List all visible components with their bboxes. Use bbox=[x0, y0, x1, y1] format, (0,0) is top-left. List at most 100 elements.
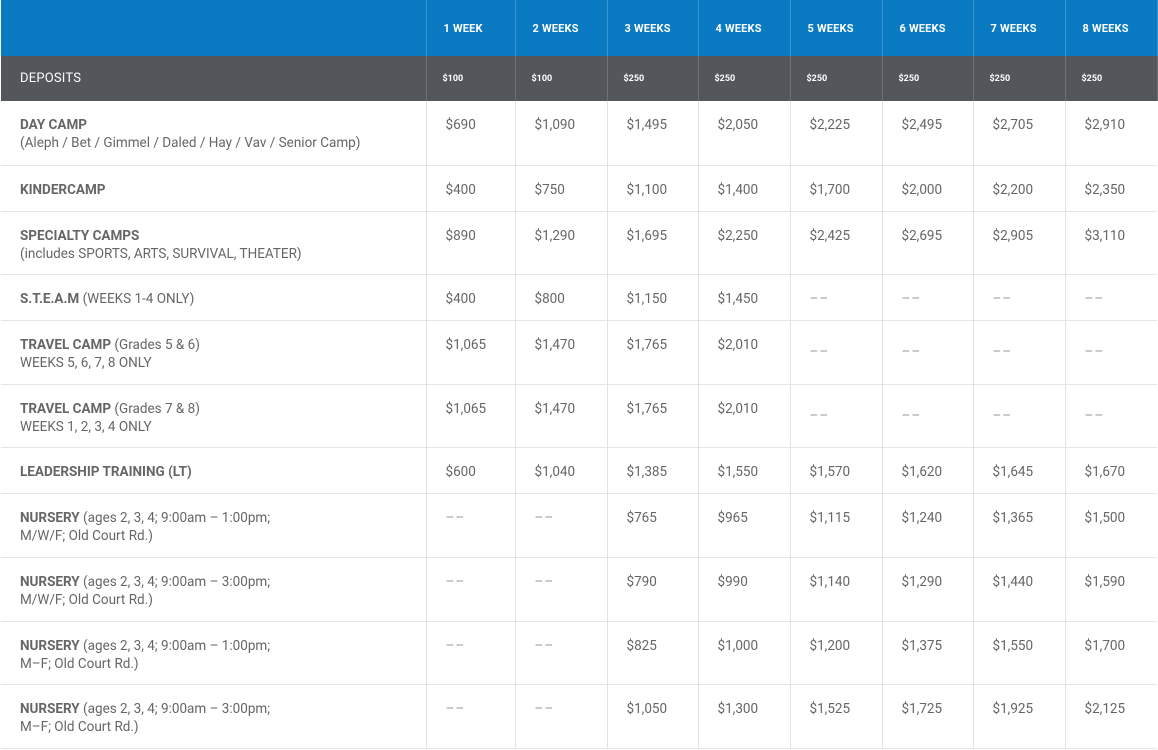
week-header: 7 WEEKS bbox=[973, 0, 1066, 56]
program-details: (ages 2, 3, 4; 9:00am – 3:00pm; bbox=[79, 573, 271, 590]
price-cell: $400 bbox=[426, 165, 516, 211]
not-available-dash: –– bbox=[445, 573, 466, 590]
table-row: TRAVEL CAMP (Grades 7 & 8) WEEKS 1, 2, 3,… bbox=[1, 384, 1157, 447]
program-details: (ages 2, 3, 4; 9:00am – 3:00pm; bbox=[79, 700, 271, 717]
program-cell: NURSERY (ages 2, 3, 4; 9:00am – 3:00pm; M… bbox=[1, 557, 427, 621]
table-row: KINDERCAMP $400 $750 $1,100 $1,400 $1,700 $2,0… bbox=[1, 165, 1157, 211]
week-header: 2 WEEKS bbox=[515, 0, 608, 56]
price-rows: DAY CAMP (Aleph / Bet / Gimmel / Daled / … bbox=[1, 101, 1157, 748]
price-cell: $750 bbox=[515, 165, 608, 211]
program-cell: S.T.E.A.M (WEEKS 1-4 ONLY) bbox=[1, 274, 427, 320]
price-cell: $2,225 bbox=[790, 101, 883, 165]
price-cell: $990 bbox=[698, 557, 791, 621]
price-cell: –– bbox=[882, 274, 974, 320]
price-cell: $2,200 bbox=[973, 165, 1066, 211]
price-cell: $765 bbox=[607, 493, 699, 557]
not-available-dash: –– bbox=[534, 509, 555, 526]
price-cell: $2,000 bbox=[882, 165, 974, 211]
program-cell: NURSERY (ages 2, 3, 4; 9:00am – 3:00pm; M… bbox=[1, 684, 427, 748]
price-cell: $1,645 bbox=[973, 447, 1066, 493]
deposits-label: DEPOSITS bbox=[1, 56, 427, 101]
deposit-value: $100 bbox=[426, 56, 516, 101]
not-available-dash: –– bbox=[809, 344, 830, 360]
program-cell: TRAVEL CAMP (Grades 7 & 8) WEEKS 1, 2, 3,… bbox=[1, 384, 427, 447]
program-title: LEADERSHIP TRAINING (LT) bbox=[20, 463, 192, 480]
price-cell: $1,470 bbox=[515, 320, 608, 384]
price-cell: –– bbox=[973, 320, 1066, 384]
price-cell: –– bbox=[973, 274, 1066, 320]
not-available-dash: –– bbox=[534, 573, 555, 590]
week-header: 1 WEEK bbox=[426, 0, 516, 56]
not-available-dash: –– bbox=[809, 407, 830, 424]
week-header: 5 WEEKS bbox=[790, 0, 883, 56]
week-header: 3 WEEKS bbox=[607, 0, 699, 56]
deposit-value: $250 bbox=[790, 56, 883, 101]
program-subtitle: WEEKS 1, 2, 3, 4 ONLY bbox=[20, 418, 152, 435]
not-available-dash: –– bbox=[1084, 344, 1105, 360]
price-cell: $400 bbox=[426, 274, 516, 320]
price-cell: $2,905 bbox=[973, 211, 1066, 274]
table-row: SPECIALTY CAMPS (includes SPORTS, ARTS, S… bbox=[1, 211, 1157, 274]
price-cell: $800 bbox=[515, 274, 608, 320]
not-available-dash: –– bbox=[901, 290, 922, 307]
program-subtitle: WEEKS 5, 6, 7, 8 ONLY bbox=[20, 354, 152, 371]
program-cell: SPECIALTY CAMPS (includes SPORTS, ARTS, S… bbox=[1, 211, 427, 274]
price-cell: –– bbox=[1065, 384, 1157, 447]
program-title: NURSERY bbox=[20, 637, 80, 654]
price-cell: $1,670 bbox=[1084, 463, 1126, 480]
price-cell: $1,495 bbox=[607, 101, 699, 165]
price-cell: $1,400 bbox=[698, 165, 791, 211]
program-subtitle: (Aleph / Bet / Gimmel / Daled / Hay / Va… bbox=[20, 135, 361, 151]
price-cell: $2,350 bbox=[1084, 181, 1126, 198]
not-available-dash: –– bbox=[1084, 290, 1105, 307]
price-cell: $1,450 bbox=[698, 274, 791, 320]
price-cell: $2,495 bbox=[882, 101, 974, 165]
price-cell: $1,375 bbox=[882, 621, 974, 684]
price-cell: $1,365 bbox=[973, 493, 1066, 557]
price-cell: $600 bbox=[426, 447, 516, 493]
price-cell: $1,570 bbox=[790, 447, 883, 493]
not-available-dash: –– bbox=[534, 700, 555, 717]
price-cell: $1,240 bbox=[882, 493, 974, 557]
price-cell: $1,290 bbox=[882, 557, 974, 621]
price-cell: $1,700 bbox=[1084, 637, 1126, 654]
price-cell: $1,200 bbox=[790, 621, 883, 684]
program-details: (WEEKS 1-4 ONLY) bbox=[79, 290, 195, 307]
deposit-value: $250 bbox=[973, 56, 1066, 101]
program-title: S.T.E.A.M bbox=[20, 290, 80, 307]
price-cell: –– bbox=[973, 384, 1066, 447]
price-cell: $1,300 bbox=[698, 684, 791, 748]
week-header: 4 WEEKS bbox=[698, 0, 791, 56]
price-cell: $1,115 bbox=[790, 493, 883, 557]
price-cell: $1,700 bbox=[790, 165, 883, 211]
price-cell: $1,100 bbox=[607, 165, 699, 211]
not-available-dash: –– bbox=[445, 700, 466, 717]
price-cell: –– bbox=[426, 621, 516, 684]
program-title: TRAVEL CAMP bbox=[20, 336, 112, 353]
price-cell: $890 bbox=[426, 211, 516, 274]
program-title: KINDERCAMP bbox=[20, 181, 106, 198]
program-subtitle: (includes SPORTS, ARTS, SURVIVAL, THEATE… bbox=[20, 245, 302, 262]
program-title: DAY CAMP bbox=[20, 117, 87, 133]
table-row: NURSERY (ages 2, 3, 4; 9:00am – 3:00pm; M… bbox=[1, 557, 1157, 621]
program-subtitle: M–F; Old Court Rd.) bbox=[20, 718, 139, 735]
price-cell: $1,150 bbox=[607, 274, 699, 320]
price-cell: $2,010 bbox=[698, 384, 791, 447]
price-cell: –– bbox=[515, 557, 608, 621]
price-cell: $790 bbox=[607, 557, 699, 621]
price-cell: –– bbox=[1065, 274, 1157, 320]
program-subtitle: M–F; Old Court Rd.) bbox=[20, 655, 139, 672]
price-cell: –– bbox=[790, 320, 883, 384]
program-cell: KINDERCAMP bbox=[1, 165, 427, 211]
price-cell: $2,125 bbox=[1084, 700, 1126, 717]
not-available-dash: –– bbox=[809, 290, 830, 307]
table-row: DAY CAMP (Aleph / Bet / Gimmel / Daled / … bbox=[1, 101, 1157, 165]
price-cell: $1,440 bbox=[973, 557, 1066, 621]
price-cell: $1,765 bbox=[607, 320, 699, 384]
price-cell: –– bbox=[882, 320, 974, 384]
price-cell: $1,550 bbox=[973, 621, 1066, 684]
not-available-dash: –– bbox=[1084, 407, 1105, 424]
price-cell: $1,525 bbox=[790, 684, 883, 748]
not-available-dash: –– bbox=[445, 637, 466, 654]
